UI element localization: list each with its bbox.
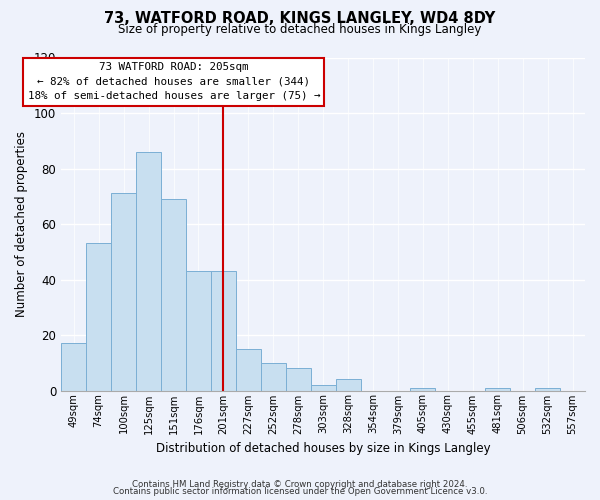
Bar	[61, 344, 86, 390]
Bar	[186, 271, 211, 390]
Bar	[335, 380, 361, 390]
Bar	[286, 368, 311, 390]
Bar	[211, 271, 236, 390]
Text: Contains public sector information licensed under the Open Government Licence v3: Contains public sector information licen…	[113, 487, 487, 496]
Bar	[86, 244, 111, 390]
Bar	[111, 194, 136, 390]
Text: 73 WATFORD ROAD: 205sqm
← 82% of detached houses are smaller (344)
18% of semi-d: 73 WATFORD ROAD: 205sqm ← 82% of detache…	[28, 62, 320, 102]
Bar	[535, 388, 560, 390]
Bar	[410, 388, 436, 390]
Bar	[311, 385, 335, 390]
Bar	[485, 388, 510, 390]
Text: Size of property relative to detached houses in Kings Langley: Size of property relative to detached ho…	[118, 22, 482, 36]
Bar	[136, 152, 161, 390]
Bar	[161, 199, 186, 390]
Bar	[236, 349, 261, 391]
Text: Contains HM Land Registry data © Crown copyright and database right 2024.: Contains HM Land Registry data © Crown c…	[132, 480, 468, 489]
X-axis label: Distribution of detached houses by size in Kings Langley: Distribution of detached houses by size …	[156, 442, 490, 455]
Y-axis label: Number of detached properties: Number of detached properties	[16, 131, 28, 317]
Bar	[261, 363, 286, 390]
Text: 73, WATFORD ROAD, KINGS LANGLEY, WD4 8DY: 73, WATFORD ROAD, KINGS LANGLEY, WD4 8DY	[104, 11, 496, 26]
